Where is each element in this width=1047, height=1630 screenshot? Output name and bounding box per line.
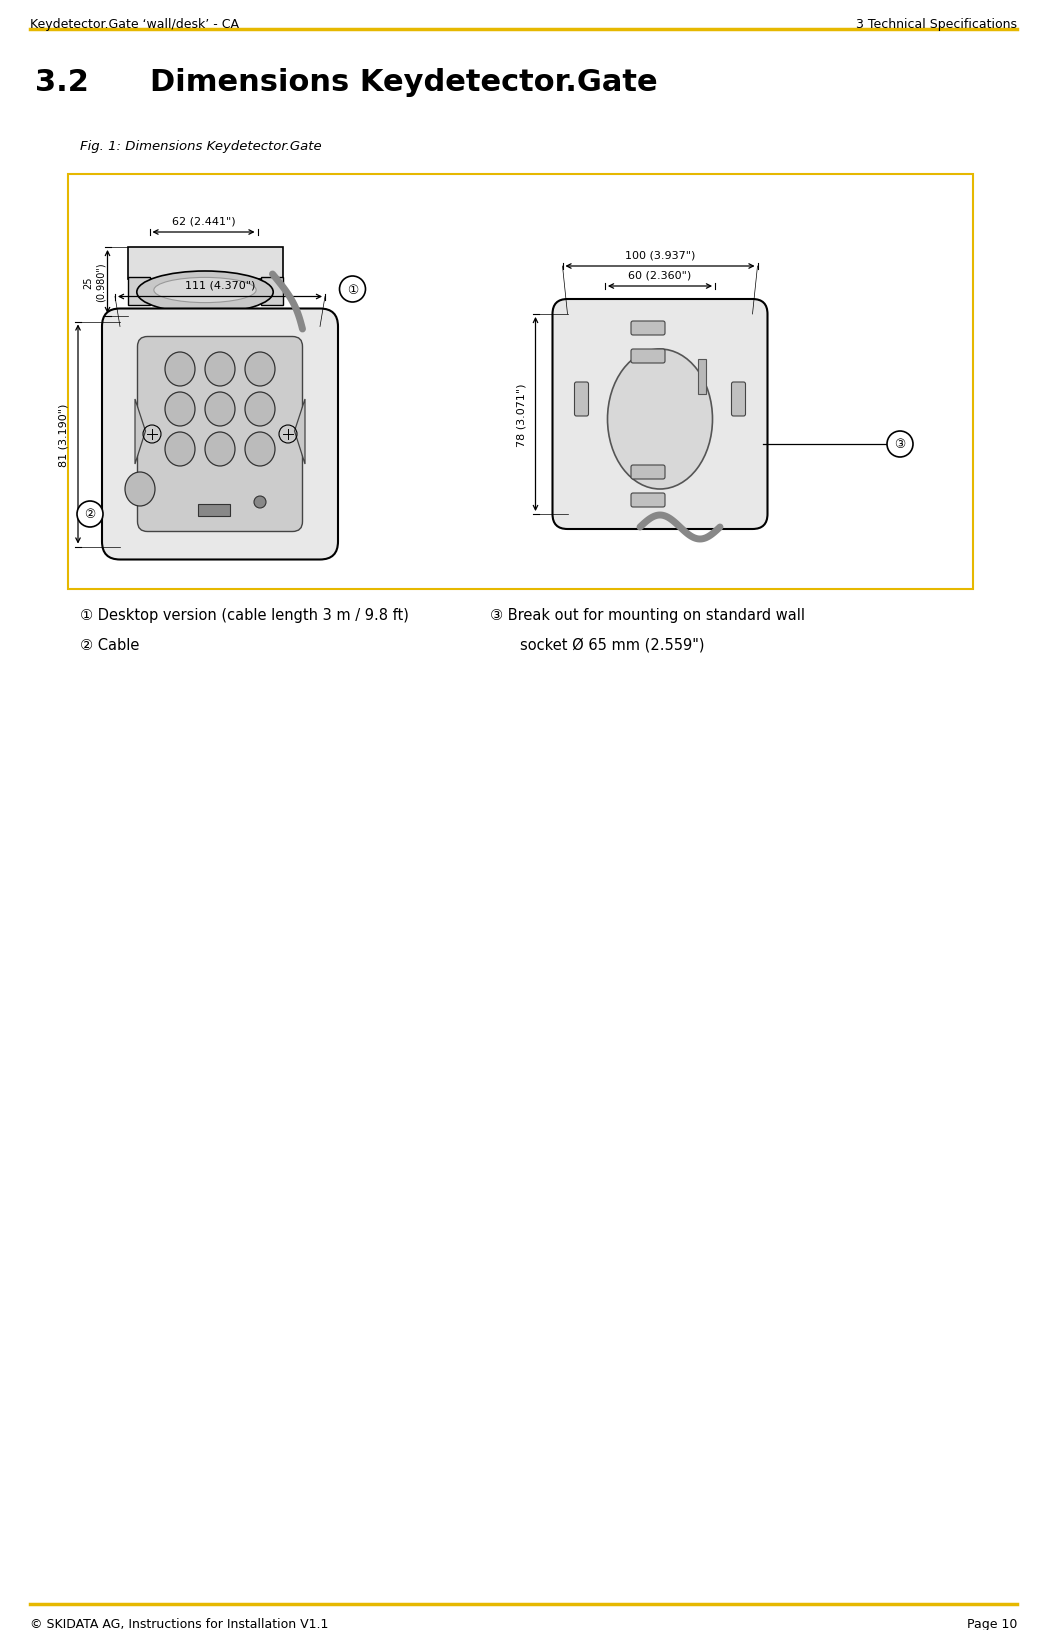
Ellipse shape [607,350,713,489]
Bar [698,360,706,394]
Bar [198,505,230,517]
Text: 3.2: 3.2 [35,68,89,96]
Text: 25
(0.980"): 25 (0.980") [84,262,106,302]
Text: ②: ② [85,509,95,522]
FancyBboxPatch shape [631,350,665,363]
Ellipse shape [125,473,155,507]
FancyBboxPatch shape [631,321,665,336]
Text: 3 Technical Specifications: 3 Technical Specifications [856,18,1017,31]
Text: ③ Break out for mounting on standard wall: ③ Break out for mounting on standard wal… [490,608,805,623]
Circle shape [77,502,103,528]
FancyBboxPatch shape [575,383,588,417]
Text: Dimensions Keydetector.Gate: Dimensions Keydetector.Gate [150,68,658,96]
Text: 100 (3.937"): 100 (3.937") [625,249,695,259]
Text: ① Desktop version (cable length 3 m / 9.8 ft): ① Desktop version (cable length 3 m / 9.… [80,608,409,623]
Text: socket Ø 65 mm (2.559"): socket Ø 65 mm (2.559") [520,637,705,652]
Text: Fig. 1: Dimensions Keydetector.Gate: Fig. 1: Dimensions Keydetector.Gate [80,140,321,153]
Ellipse shape [165,393,195,427]
FancyBboxPatch shape [631,466,665,479]
FancyBboxPatch shape [732,383,745,417]
Text: 62 (2.441"): 62 (2.441") [172,217,236,227]
Text: 111 (4.370"): 111 (4.370") [185,280,255,290]
Circle shape [887,432,913,458]
Text: 81 (3.190"): 81 (3.190") [58,403,68,466]
Text: © SKIDATA AG, Instructions for Installation V1.1: © SKIDATA AG, Instructions for Installat… [30,1617,329,1630]
Ellipse shape [245,352,275,386]
Text: ①: ① [347,284,358,297]
Ellipse shape [137,272,273,315]
Ellipse shape [165,352,195,386]
Text: 78 (3.071"): 78 (3.071") [516,383,527,447]
Ellipse shape [245,393,275,427]
Text: ② Cable: ② Cable [80,637,139,652]
Text: ③: ③ [894,438,906,452]
Ellipse shape [165,432,195,466]
Polygon shape [135,399,146,465]
Bar [128,277,150,306]
Bar [261,277,283,306]
Circle shape [339,277,365,303]
Text: 60 (2.360"): 60 (2.360") [628,271,692,280]
Text: Keydetector.Gate ‘wall/desk’ - CA: Keydetector.Gate ‘wall/desk’ - CA [30,18,239,31]
Ellipse shape [245,432,275,466]
FancyBboxPatch shape [631,494,665,507]
FancyBboxPatch shape [128,248,283,280]
Ellipse shape [154,279,257,303]
Ellipse shape [205,393,235,427]
Polygon shape [294,399,305,465]
Ellipse shape [205,352,235,386]
Text: Page 10: Page 10 [966,1617,1017,1630]
Ellipse shape [205,432,235,466]
Circle shape [254,497,266,509]
Bar [68,174,973,590]
FancyBboxPatch shape [553,300,767,530]
FancyBboxPatch shape [137,337,303,531]
FancyBboxPatch shape [102,310,338,561]
